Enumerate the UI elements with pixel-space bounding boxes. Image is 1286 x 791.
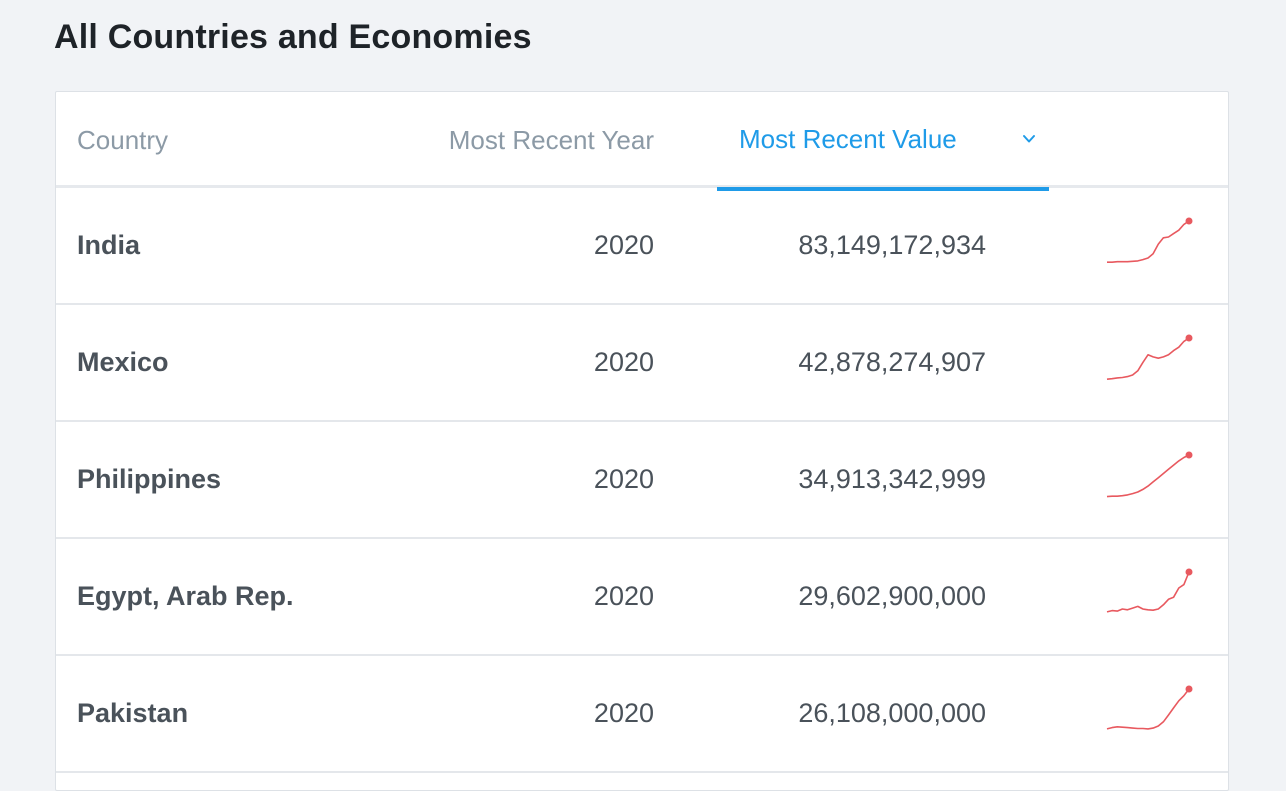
sparkline-chart (1106, 334, 1193, 380)
sparkline-end-dot (1185, 685, 1193, 693)
sparkline-chart (1107, 217, 1193, 263)
table-row[interactable]: Mexico 2020 42,878,274,907 (56, 305, 1228, 422)
column-header-value[interactable]: Most Recent Value (717, 92, 1049, 191)
page-title: All Countries and Economies (54, 18, 532, 56)
sparkline-chart (1106, 568, 1193, 613)
most-recent-year: 2020 (593, 230, 654, 260)
most-recent-year: 2020 (593, 698, 654, 728)
table-header: Country Most Recent Year Most Recent Val… (56, 92, 1228, 191)
column-header-country[interactable]: Country (77, 124, 169, 155)
country-name[interactable]: Egypt, Arab Rep. (77, 581, 294, 611)
sparkline-chart (1106, 685, 1193, 730)
sparkline-end-dot (1185, 334, 1193, 342)
country-name[interactable]: Philippines (77, 464, 222, 494)
sparkline-end-dot (1185, 217, 1193, 225)
sparkline-line (1106, 688, 1190, 730)
sparkline (1101, 305, 1201, 420)
most-recent-year: 2020 (593, 581, 654, 611)
sparkline (1101, 422, 1201, 537)
most-recent-year: 2020 (593, 347, 654, 377)
most-recent-value: 34,913,342,999 (798, 464, 986, 494)
most-recent-value: 29,602,900,000 (798, 581, 986, 611)
most-recent-value: 42,878,274,907 (798, 347, 986, 377)
country-name[interactable]: Mexico (77, 347, 169, 377)
sparkline (1101, 188, 1201, 303)
countries-table: Country Most Recent Year Most Recent Val… (55, 91, 1229, 791)
sparkline-end-dot (1185, 451, 1193, 459)
country-name[interactable]: Pakistan (77, 698, 189, 728)
column-header-year[interactable]: Most Recent Year (448, 124, 654, 155)
most-recent-value: 26,108,000,000 (798, 698, 986, 728)
table-row[interactable]: Philippines 2020 34,913,342,999 (56, 422, 1228, 539)
sparkline-line (1106, 571, 1190, 613)
sparkline-chart (1106, 451, 1193, 498)
most-recent-value: 83,149,172,934 (798, 230, 986, 260)
chevron-down-icon[interactable] (1022, 132, 1036, 146)
sparkline (1101, 656, 1201, 771)
most-recent-year: 2020 (593, 464, 654, 494)
sparkline (1101, 539, 1201, 654)
sparkline-line (1106, 337, 1190, 380)
column-header-value-label: Most Recent Value (739, 124, 957, 154)
sparkline-line (1107, 220, 1190, 263)
table-row[interactable]: India 2020 83,149,172,934 (56, 188, 1228, 305)
country-name[interactable]: India (77, 230, 141, 260)
table-row[interactable]: Pakistan 2020 26,108,000,000 (56, 656, 1228, 773)
table-row[interactable]: Egypt, Arab Rep. 2020 29,602,900,000 (56, 539, 1228, 656)
table-body: India 2020 83,149,172,934 Mexico 2020 42,878,… (56, 188, 1228, 773)
sparkline-line (1106, 454, 1190, 498)
sparkline-end-dot (1185, 568, 1193, 576)
